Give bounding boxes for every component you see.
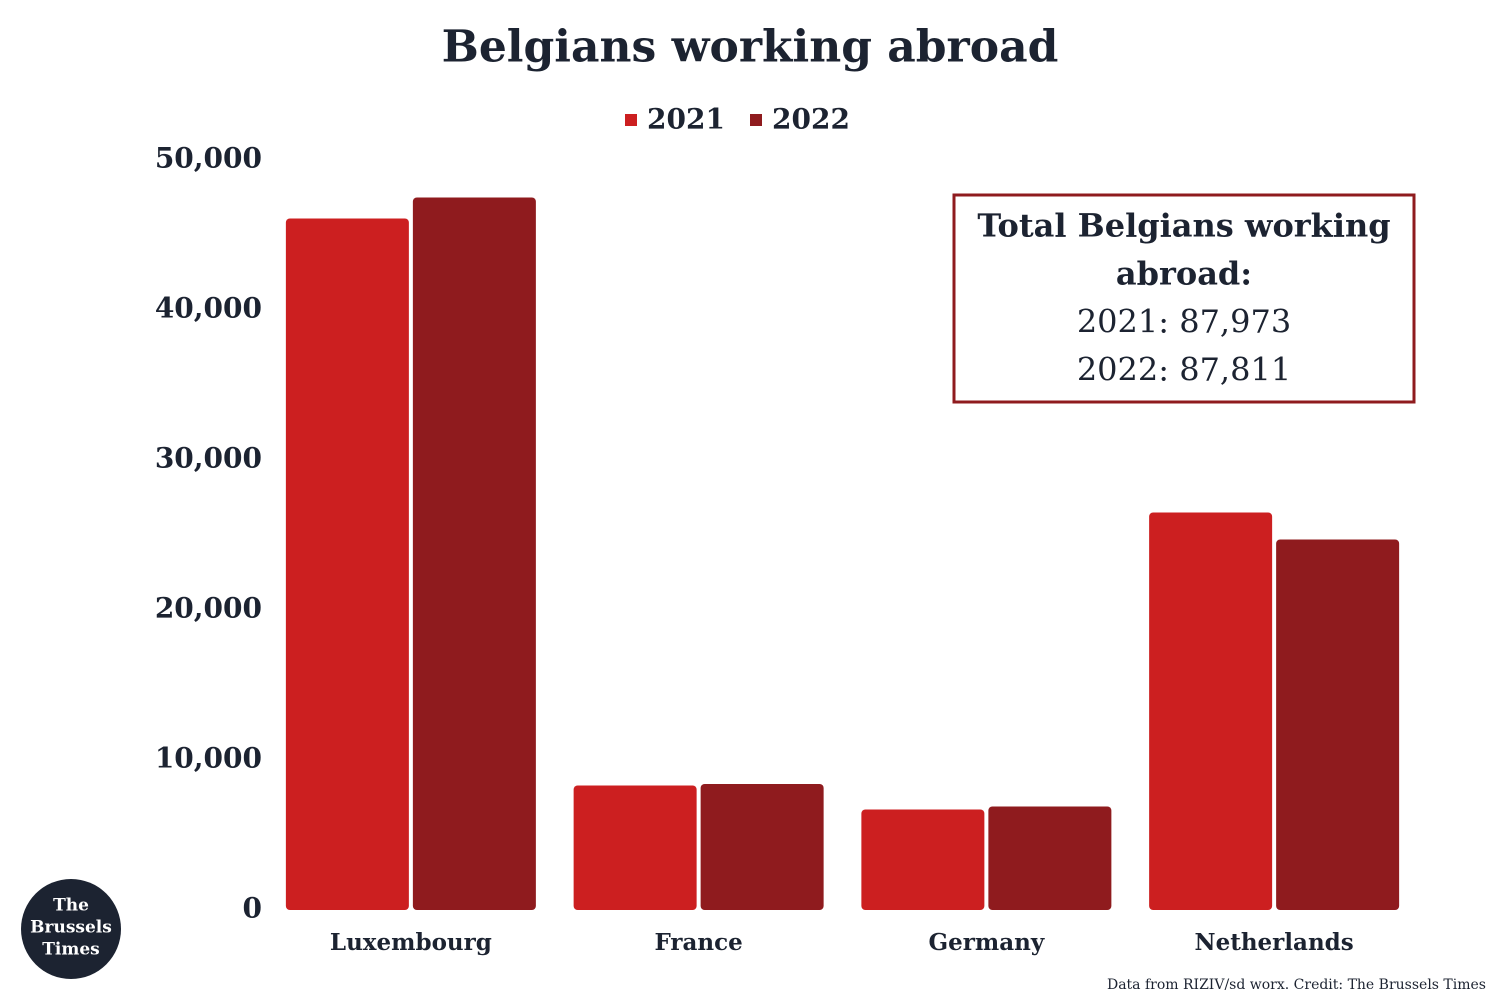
bar [861, 809, 985, 910]
y-tick-label: 0 [243, 892, 262, 925]
logo-text: Brussels [30, 918, 112, 938]
chart-title: Belgians working abroad [442, 22, 1059, 73]
bar [285, 218, 409, 910]
legend-label: 2022 [772, 103, 850, 136]
legend-label: 2021 [647, 103, 725, 136]
legend-swatch [625, 114, 637, 126]
y-tick-label: 10,000 [155, 742, 262, 775]
annotation-line: 2021: 87,973 [1077, 303, 1291, 341]
annotation-line: abroad: [1116, 255, 1252, 293]
annotation-box [952, 193, 1416, 404]
bar [412, 197, 536, 910]
annotation-line: Total Belgians working [977, 207, 1390, 245]
logo-text: Times [42, 940, 99, 960]
y-tick-label: 50,000 [155, 142, 262, 175]
bar [1149, 512, 1273, 910]
bar-base-cover [267, 910, 1418, 914]
x-tick-label: Germany [929, 929, 1045, 956]
x-tick-label: Luxembourg [330, 929, 492, 956]
y-tick-label: 40,000 [155, 292, 262, 325]
source-note: Data from RIZIV/sd worx. Credit: The Bru… [1107, 977, 1486, 993]
x-tick-label: Netherlands [1195, 929, 1354, 956]
bar [1276, 539, 1400, 910]
logo-text: The [53, 896, 89, 916]
logo [21, 879, 121, 979]
bar [988, 806, 1112, 910]
bar [573, 785, 697, 910]
bar [700, 784, 824, 910]
y-tick-label: 30,000 [155, 442, 262, 475]
y-tick-label: 20,000 [155, 592, 262, 625]
legend-swatch [750, 114, 762, 126]
x-tick-label: France [654, 929, 742, 956]
annotation-line: 2022: 87,811 [1077, 351, 1291, 389]
